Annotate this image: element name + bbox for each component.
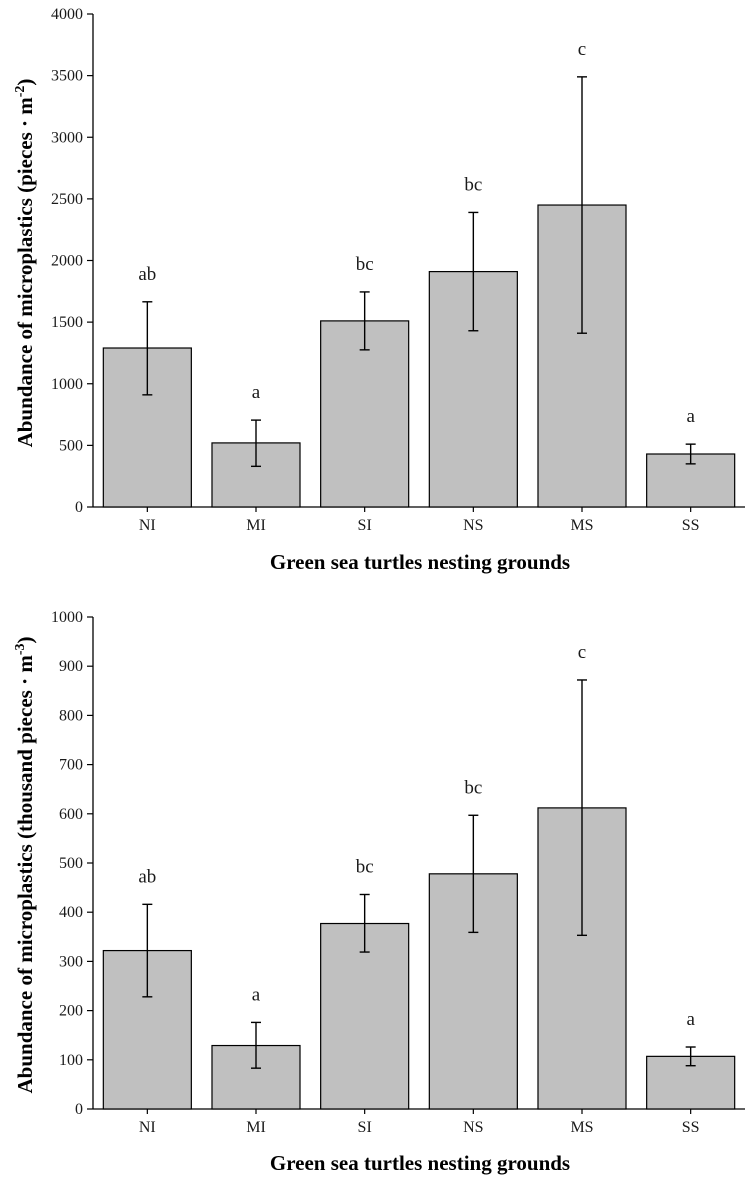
- y-axis-title-text: Abundance of microplastics (thousand pie…: [13, 655, 37, 1094]
- significance-label-mi: a: [252, 382, 261, 403]
- x-axis-title: Green sea turtles nesting grounds: [270, 1151, 570, 1175]
- x-tick-label-ni: NI: [139, 1119, 156, 1136]
- x-tick-label-si: SI: [358, 517, 372, 534]
- significance-label-mi: a: [252, 984, 261, 1005]
- y-tick-label: 500: [59, 437, 83, 454]
- y-tick-label: 700: [59, 757, 83, 774]
- significance-label-si: bc: [356, 856, 374, 877]
- y-tick-label: 200: [59, 1003, 83, 1020]
- x-tick-label-si: SI: [358, 1119, 372, 1136]
- y-tick-label: 2000: [51, 253, 83, 270]
- significance-label-si: bc: [356, 254, 374, 275]
- chart-surface-abundance: Abundance of microplastics (pieces · m-2…: [13, 6, 745, 574]
- y-tick-label: 500: [59, 855, 83, 872]
- y-tick-label: 1500: [51, 314, 83, 331]
- significance-label-ss: a: [686, 1009, 695, 1030]
- y-tick-label: 0: [75, 1101, 83, 1118]
- y-tick-label: 2500: [51, 191, 83, 208]
- x-tick-label-ss: SS: [682, 517, 700, 534]
- y-axis-title-superscript: -3: [13, 644, 28, 656]
- x-tick-label-mi: MI: [246, 1119, 266, 1136]
- y-tick-label: 3500: [51, 68, 83, 85]
- y-tick-label: 3000: [51, 129, 83, 146]
- y-axis-title: Abundance of microplastics (pieces · m-2…: [13, 79, 37, 448]
- x-tick-label-ni: NI: [139, 517, 156, 534]
- x-tick-label-ms: MS: [570, 1119, 593, 1136]
- significance-label-ms: c: [578, 642, 586, 663]
- y-tick-label: 100: [59, 1052, 83, 1069]
- y-axis-title-close: ): [13, 637, 37, 644]
- y-tick-label: 0: [75, 499, 83, 516]
- x-tick-label-ns: NS: [463, 517, 483, 534]
- y-axis-title-close: ): [13, 79, 37, 86]
- y-tick-label: 800: [59, 707, 83, 724]
- y-tick-label: 600: [59, 806, 83, 823]
- y-axis-title-text: Abundance of microplastics (pieces · m: [13, 97, 37, 448]
- bar-si: [320, 320, 410, 508]
- y-tick-label: 1000: [51, 609, 83, 626]
- significance-label-ns: bc: [464, 777, 482, 798]
- x-tick-label-ns: NS: [463, 1119, 483, 1136]
- y-tick-label: 900: [59, 658, 83, 675]
- y-tick-label: 4000: [51, 6, 83, 23]
- x-tick-label-ms: MS: [570, 517, 593, 534]
- x-tick-label-mi: MI: [246, 517, 266, 534]
- y-tick-label: 400: [59, 904, 83, 921]
- chart-volume-abundance: Abundance of microplastics (thousand pie…: [13, 609, 745, 1175]
- x-axis-title: Green sea turtles nesting grounds: [270, 550, 570, 574]
- y-axis-title: Abundance of microplastics (thousand pie…: [13, 637, 37, 1094]
- y-tick-label: 1000: [51, 376, 83, 393]
- significance-label-ss: a: [686, 406, 695, 427]
- y-axis-title-superscript: -2: [13, 86, 28, 98]
- significance-label-ni: ab: [138, 264, 156, 285]
- x-tick-label-ss: SS: [682, 1119, 700, 1136]
- significance-label-ni: ab: [138, 866, 156, 887]
- significance-label-ms: c: [578, 39, 586, 60]
- significance-label-ns: bc: [464, 174, 482, 195]
- y-tick-label: 300: [59, 953, 83, 970]
